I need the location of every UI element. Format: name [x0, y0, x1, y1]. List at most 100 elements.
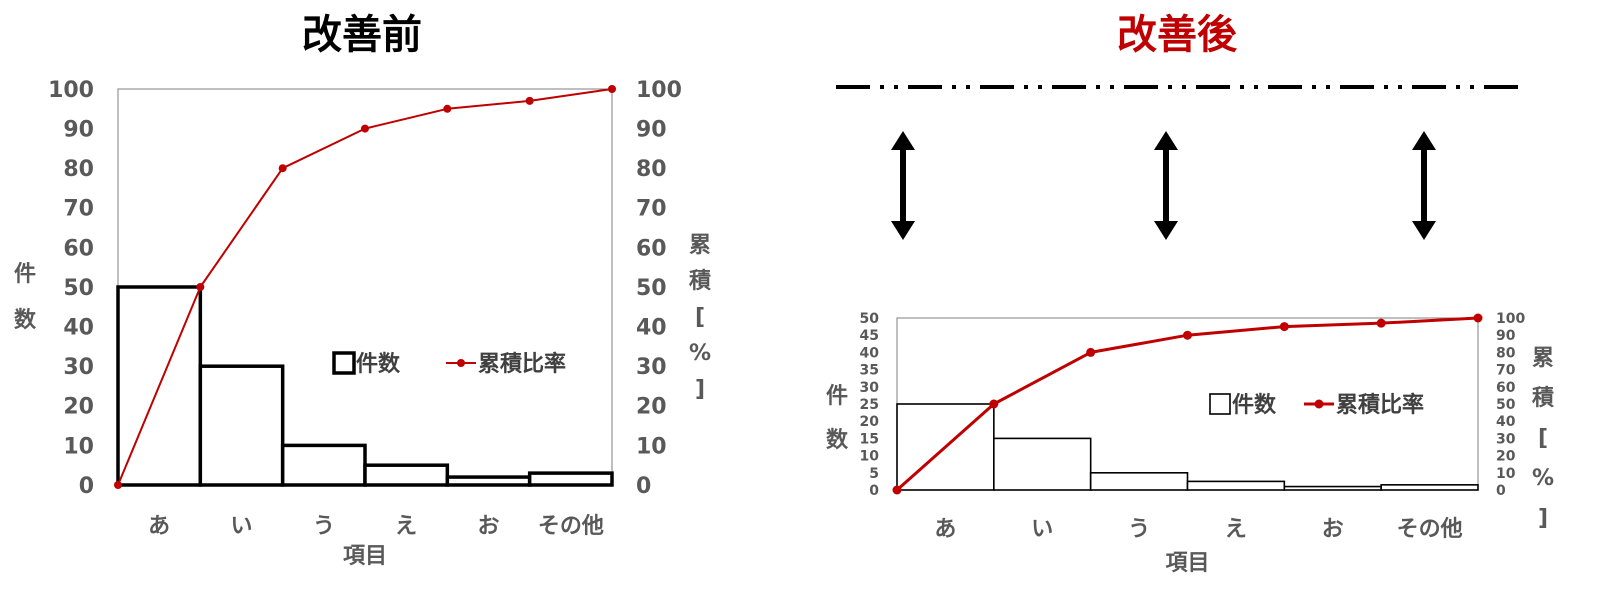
- bar-3: [1089, 471, 1189, 491]
- y2-axis-label-char: ]: [695, 377, 705, 402]
- arrow-head-down: [1412, 221, 1436, 240]
- left-tick-label: 70: [63, 197, 94, 222]
- legend-line-marker: [1314, 399, 1324, 409]
- right-tick-label: 70: [636, 197, 667, 222]
- left-tick-label: 5: [869, 466, 879, 482]
- y-axis-label-char: 件: [826, 384, 848, 409]
- right-tick-label: 30: [636, 355, 667, 380]
- y2-axis-label-char: %: [689, 341, 711, 366]
- category-label-6: その他: [538, 514, 604, 539]
- right-tick-label: 80: [636, 157, 667, 182]
- x-axis-label: 項目: [343, 544, 387, 569]
- bar-5: [445, 475, 532, 487]
- left-tick-label: 50: [860, 311, 880, 327]
- y2-axis-label-char: 累: [689, 233, 711, 258]
- arrow-head-up: [891, 131, 915, 150]
- bar-2: [198, 364, 285, 487]
- pareto-chart-before: 0 10 20 30 40 50 60 70 80 90 100 0 10 20 30 40 50 60 70 80 9…: [14, 78, 712, 569]
- bar-6: [1380, 484, 1479, 491]
- legend-bar-label: 件数: [356, 351, 401, 377]
- left-tick-label: 35: [860, 363, 879, 379]
- left-tick-label: 60: [63, 236, 94, 261]
- left-tick-label: 25: [860, 397, 879, 413]
- left-tick-label: 30: [860, 380, 880, 396]
- shrink-connector: [836, 85, 1518, 240]
- category-label-1: あ: [148, 514, 170, 539]
- arrow-head-up: [1412, 131, 1436, 150]
- y2-axis-label-char: 積: [689, 269, 712, 294]
- cumulative-point-1: [989, 399, 999, 409]
- right-tick-label: 20: [636, 395, 667, 420]
- legend-line-label: 累積比率: [478, 351, 566, 377]
- cumulative-point-5: [525, 96, 534, 105]
- left-tick-label: 10: [860, 449, 880, 465]
- x-axis-label: 項目: [1165, 551, 1209, 576]
- legend-bar-label: 件数: [1232, 392, 1277, 418]
- left-tick-label: 15: [860, 431, 879, 447]
- category-label-5: お: [477, 514, 499, 539]
- up-down-arrow-icon: [1412, 131, 1436, 240]
- right-tick-label: 0: [1496, 483, 1506, 499]
- right-tick-label: 50: [1496, 397, 1516, 413]
- left-tick-label: 100: [48, 78, 94, 103]
- left-tick-label: 10: [63, 434, 94, 459]
- right-tick-label: 70: [1496, 363, 1516, 379]
- cumulative-point-4: [1279, 322, 1289, 332]
- right-tick-label: 10: [636, 434, 667, 459]
- left-tick-label: 20: [63, 395, 94, 420]
- right-tick-label: 100: [636, 78, 682, 103]
- cumulative-point-0: [114, 481, 122, 489]
- cumulative-point-5: [1376, 318, 1386, 328]
- right-tick-label: 100: [1496, 311, 1525, 327]
- up-down-arrow-icon: [1154, 131, 1178, 240]
- y2-axis-label-char: [: [1538, 426, 1548, 451]
- legend-line-label: 累積比率: [1336, 392, 1424, 418]
- left-tick-label: 0: [869, 483, 879, 499]
- right-tick-label: 60: [636, 236, 667, 261]
- right-tick-label: 90: [636, 118, 667, 143]
- arrow-shaft: [900, 146, 906, 224]
- right-tick-label: 10: [1496, 466, 1516, 482]
- bar-3: [280, 443, 367, 487]
- title-after: 改善後: [1117, 12, 1238, 58]
- category-label-6: その他: [1397, 517, 1463, 542]
- left-tick-label: 40: [860, 345, 880, 361]
- bar-2: [993, 437, 1092, 491]
- cumulative-point-3: [361, 124, 369, 133]
- left-tick-label: 90: [63, 118, 94, 143]
- left-tick-label: 20: [860, 414, 880, 430]
- up-down-arrow-icon: [891, 131, 915, 240]
- category-label-4: え: [395, 514, 417, 539]
- right-tick-label: 20: [1496, 449, 1516, 465]
- arrow-head-up: [1154, 131, 1178, 150]
- legend-line-marker: [457, 359, 465, 367]
- arrow-head-down: [891, 221, 915, 240]
- right-tick-label: 80: [1496, 345, 1516, 361]
- right-tick-label: 90: [1496, 328, 1516, 344]
- category-label-3: う: [1128, 517, 1150, 542]
- right-tick-label: 60: [1496, 380, 1516, 396]
- right-tick-label: 50: [636, 276, 667, 301]
- bar-4: [363, 463, 450, 487]
- legend-bar-swatch: [332, 351, 356, 375]
- cumulative-point-6: [608, 85, 616, 93]
- cumulative-point-6: [1473, 313, 1483, 323]
- arrow-shaft: [1163, 146, 1169, 224]
- cumulative-point-2: [278, 164, 287, 173]
- right-tick-label: 40: [1496, 414, 1516, 430]
- category-label-4: え: [1225, 517, 1247, 542]
- category-label-1: あ: [934, 517, 956, 542]
- bar-6: [527, 471, 614, 487]
- left-tick-label: 80: [63, 157, 94, 182]
- legend-bar-swatch: [1209, 393, 1231, 415]
- y2-axis-label-char: 累: [1532, 346, 1554, 371]
- y-axis-label-char: 数: [826, 427, 849, 453]
- y2-axis-label-char: 積: [1532, 386, 1555, 411]
- category-label-5: お: [1322, 517, 1344, 542]
- y-axis-label-char: 件: [14, 262, 36, 287]
- bar-5: [1283, 485, 1382, 491]
- y2-axis-label-char: [: [695, 305, 705, 330]
- right-tick-label: 0: [636, 474, 651, 499]
- title-before: 改善前: [302, 12, 422, 58]
- arrow-head-down: [1154, 221, 1178, 240]
